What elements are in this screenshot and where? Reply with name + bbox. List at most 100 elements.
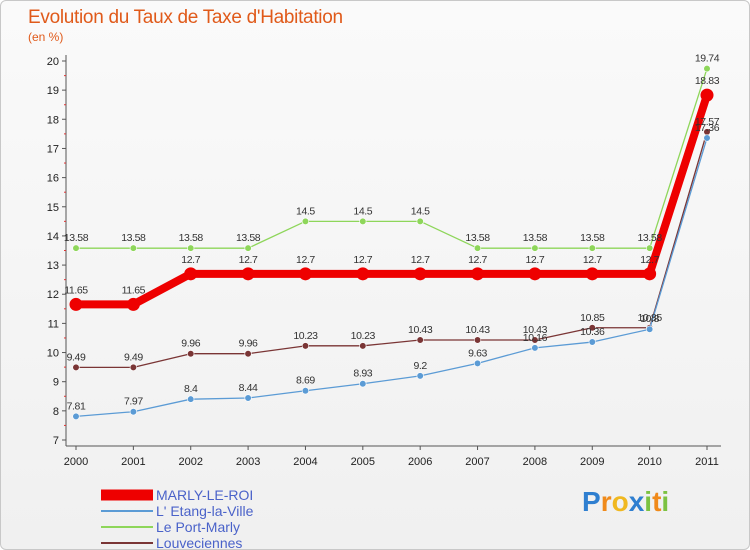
point-marly-le-roi <box>298 267 312 281</box>
y-tick-label: 20 <box>47 56 59 68</box>
legend-label: Louveciennes <box>156 535 243 550</box>
point-marly-le-roi <box>585 267 599 281</box>
point-louveciennes <box>531 336 539 344</box>
point-louveciennes <box>187 350 195 358</box>
x-tick-label: 2005 <box>351 456 375 468</box>
logo-letter: o <box>611 486 629 517</box>
data-label-le-port-marly: 13.58 <box>637 232 662 244</box>
data-label-louveciennes: 10.23 <box>293 330 318 342</box>
data-label-le-port-marly: 14.5 <box>411 205 430 217</box>
data-label-louveciennes: 9.49 <box>67 351 86 363</box>
data-label-marly-le-roi: 12.7 <box>583 254 602 266</box>
logo-letter: P <box>582 486 601 517</box>
x-tick-label: 2000 <box>64 456 88 468</box>
point-le-port-marly <box>646 244 654 252</box>
point-louveciennes <box>72 363 80 372</box>
data-label-louveciennes: 10.85 <box>637 312 662 324</box>
point-marly-le-roi <box>126 297 140 311</box>
data-label-louveciennes: 17.57 <box>695 116 720 128</box>
data-label-louveciennes: 10.43 <box>523 324 548 336</box>
data-label-louveciennes: 9.96 <box>239 338 258 350</box>
data-label-marly-le-roi: 11.65 <box>64 284 88 296</box>
point-etang-la-ville <box>703 134 711 142</box>
data-label-marly-le-roi: 12.7 <box>353 254 372 266</box>
y-tick-label: 10 <box>47 348 59 360</box>
data-label-marly-le-roi: 12.7 <box>525 254 544 266</box>
data-labels: 13.58 13.58 13.58 13.58 14.5 14.5 14.5 13.58 13.… <box>64 53 720 413</box>
data-label-marly-le-roi: 12.7 <box>296 254 315 266</box>
data-label-etang-la-ville: 7.97 <box>124 396 143 408</box>
point-etang-la-ville <box>129 408 137 416</box>
legend-label: L' Etang-la-Ville <box>156 503 254 519</box>
data-label-etang-la-ville: 17.36 <box>695 122 720 134</box>
x-tick-label: 2002 <box>178 456 202 468</box>
series-line-etang-la-ville <box>75 137 708 418</box>
data-label-etang-la-ville: 10.8 <box>640 313 659 325</box>
x-tick-label: 2010 <box>637 456 661 468</box>
series-line-le-port-marly <box>75 67 708 249</box>
point-le-port-marly <box>72 244 80 252</box>
data-label-louveciennes: 9.49 <box>124 351 143 363</box>
y-tick-label: 14 <box>47 231 59 243</box>
legend-swatch-etang <box>101 510 153 512</box>
point-marly-le-roi <box>643 267 657 281</box>
data-label-le-port-marly: 13.58 <box>580 232 605 244</box>
y-tick-label: 17 <box>47 143 59 155</box>
point-marly-le-roi <box>471 267 485 281</box>
data-label-le-port-marly: 13.58 <box>465 232 490 244</box>
data-label-marly-le-roi: 12.7 <box>239 254 258 266</box>
data-label-marly-le-roi: 12.7 <box>468 254 487 266</box>
point-le-port-marly <box>531 244 539 252</box>
series-line-louveciennes <box>75 131 708 369</box>
chart-title: Evolution du Taux de Taxe d'Habitation <box>28 7 343 28</box>
legend-swatch-louveciennes <box>101 542 153 544</box>
y-tick-label: 7 <box>53 435 59 447</box>
point-le-port-marly <box>588 244 596 252</box>
point-marly-le-roi <box>241 267 255 281</box>
logo-letter: i <box>661 486 670 517</box>
point-louveciennes <box>129 363 137 372</box>
y-tick-label: 13 <box>47 260 59 272</box>
y-tick-label: 19 <box>47 85 59 97</box>
point-le-port-marly <box>244 244 252 252</box>
axes: 7 8 9 10 11 12 13 14 15 16 17 18 19 20 2000 2001 2002 200… <box>47 55 721 468</box>
point-etang-la-ville <box>588 338 596 346</box>
point-etang-la-ville <box>244 394 252 402</box>
point-louveciennes <box>588 324 596 332</box>
legend-swatch-marly <box>101 489 153 501</box>
x-tick-label: 2011 <box>695 456 719 468</box>
point-louveciennes <box>416 336 424 344</box>
data-label-louveciennes: 10.43 <box>408 324 433 336</box>
point-le-port-marly <box>473 244 482 252</box>
x-tick-label: 2009 <box>580 456 604 468</box>
data-label-etang-la-ville: 9.63 <box>468 347 487 359</box>
series-line-marly-le-roi <box>72 91 711 309</box>
logo-letter: x <box>628 486 645 517</box>
data-label-etang-la-ville: 8.69 <box>296 375 315 387</box>
point-le-port-marly <box>703 64 711 73</box>
point-etang-la-ville <box>359 380 367 388</box>
point-etang-la-ville <box>301 387 310 395</box>
data-label-le-port-marly: 13.58 <box>523 232 548 244</box>
data-label-marly-le-roi: 12.7 <box>640 254 659 266</box>
logo-letter: t <box>652 486 662 517</box>
x-tick-label: 2001 <box>121 456 145 468</box>
point-etang-la-ville <box>72 412 80 420</box>
y-tick-label: 12 <box>47 289 59 301</box>
chart-subtitle: (en %) <box>28 30 64 44</box>
data-label-le-port-marly: 13.58 <box>236 232 261 244</box>
point-louveciennes <box>359 342 367 350</box>
point-marly-le-roi <box>700 88 714 102</box>
point-etang-la-ville <box>473 359 482 367</box>
data-label-etang-la-ville: 8.44 <box>239 382 258 394</box>
proxiti-logo: Proxiti <box>582 486 669 518</box>
point-marly-le-roi <box>356 267 370 281</box>
x-tick-label: 2004 <box>293 456 317 468</box>
data-label-le-port-marly: 13.58 <box>121 232 146 244</box>
series-layer <box>69 64 714 420</box>
data-label-louveciennes: 10.43 <box>465 324 490 336</box>
data-label-etang-la-ville: 10.16 <box>523 332 548 344</box>
point-le-port-marly <box>129 244 137 252</box>
point-louveciennes <box>301 342 310 350</box>
